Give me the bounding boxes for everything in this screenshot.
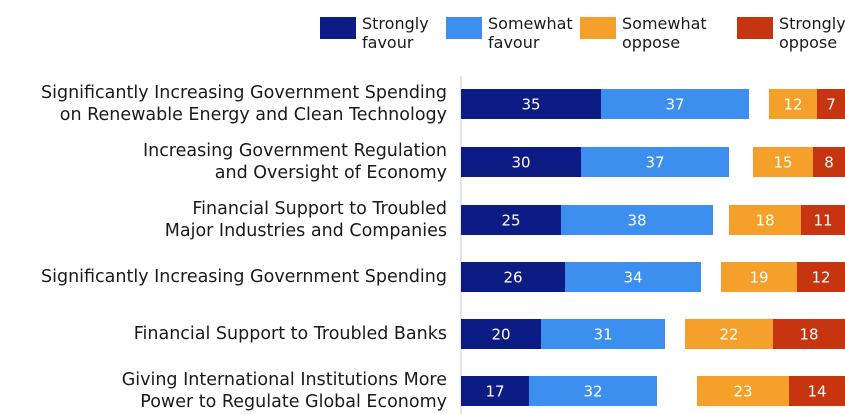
value-label-somewhat-favour: 37 xyxy=(645,154,664,172)
value-label-somewhat-favour: 38 xyxy=(627,212,646,230)
value-label-strongly-oppose: 8 xyxy=(824,154,834,172)
bar-somewhat-oppose xyxy=(721,262,797,292)
category-label: Giving International Institutions More P… xyxy=(121,370,447,412)
value-label-somewhat-oppose: 15 xyxy=(773,154,792,172)
bar-strongly-oppose xyxy=(789,376,845,406)
value-label-strongly-oppose: 18 xyxy=(799,326,818,344)
category-label: Financial Support to Troubled Major Indu… xyxy=(164,199,447,241)
value-label-somewhat-oppose: 19 xyxy=(749,269,768,287)
bar-somewhat-favour xyxy=(541,319,665,349)
legend-label: Strongly oppose xyxy=(779,14,845,52)
value-label-strongly-oppose: 12 xyxy=(811,269,830,287)
bar-strongly-favour xyxy=(461,147,581,177)
bar-strongly-favour xyxy=(461,319,541,349)
value-label-somewhat-oppose: 22 xyxy=(719,326,738,344)
value-label-strongly-oppose: 7 xyxy=(826,96,836,114)
value-label-strongly-favour: 26 xyxy=(503,269,522,287)
legend-label: Somewhat oppose xyxy=(622,14,707,52)
value-label-strongly-favour: 20 xyxy=(491,326,510,344)
bar-strongly-oppose xyxy=(773,319,845,349)
bar-somewhat-favour xyxy=(565,262,701,292)
legend-swatch xyxy=(580,17,616,39)
bar-somewhat-oppose xyxy=(769,89,817,119)
bar-somewhat-oppose xyxy=(729,205,801,235)
legend-label: Strongly favour xyxy=(362,14,429,52)
bar-somewhat-favour xyxy=(561,205,713,235)
value-label-strongly-favour: 25 xyxy=(501,212,520,230)
value-label-somewhat-favour: 32 xyxy=(583,383,602,401)
bar-strongly-favour xyxy=(461,89,601,119)
bar-strongly-oppose xyxy=(797,262,845,292)
bar-strongly-oppose xyxy=(801,205,845,235)
legend-label: Somewhat favour xyxy=(488,14,573,52)
value-label-somewhat-oppose: 18 xyxy=(755,212,774,230)
category-label: Increasing Government Regulation and Ove… xyxy=(142,141,447,183)
bar-somewhat-oppose xyxy=(697,376,789,406)
value-label-strongly-favour: 17 xyxy=(485,383,504,401)
bar-somewhat-oppose xyxy=(753,147,813,177)
value-label-somewhat-oppose: 23 xyxy=(733,383,752,401)
legend-swatch xyxy=(320,17,356,39)
bar-somewhat-favour xyxy=(529,376,657,406)
legend-swatch xyxy=(446,17,482,39)
bar-somewhat-favour xyxy=(601,89,749,119)
category-label: Financial Support to Troubled Banks xyxy=(133,324,447,344)
bar-somewhat-favour xyxy=(581,147,729,177)
bar-strongly-oppose xyxy=(817,89,845,119)
bar-strongly-favour xyxy=(461,376,529,406)
bar-strongly-oppose xyxy=(813,147,845,177)
value-label-somewhat-favour: 37 xyxy=(665,96,684,114)
value-label-somewhat-favour: 34 xyxy=(623,269,642,287)
legend-swatch xyxy=(737,17,773,39)
value-label-strongly-favour: 30 xyxy=(511,154,530,172)
bar-strongly-favour xyxy=(461,262,565,292)
value-label-strongly-oppose: 11 xyxy=(813,212,832,230)
value-label-strongly-favour: 35 xyxy=(521,96,540,114)
bar-somewhat-oppose xyxy=(685,319,773,349)
bar-strongly-favour xyxy=(461,205,561,235)
category-label: Significantly Increasing Government Spen… xyxy=(41,267,447,287)
value-label-strongly-oppose: 14 xyxy=(807,383,826,401)
value-label-somewhat-favour: 31 xyxy=(593,326,612,344)
value-label-somewhat-oppose: 12 xyxy=(783,96,802,114)
category-label: Significantly Increasing Government Spen… xyxy=(41,83,447,125)
